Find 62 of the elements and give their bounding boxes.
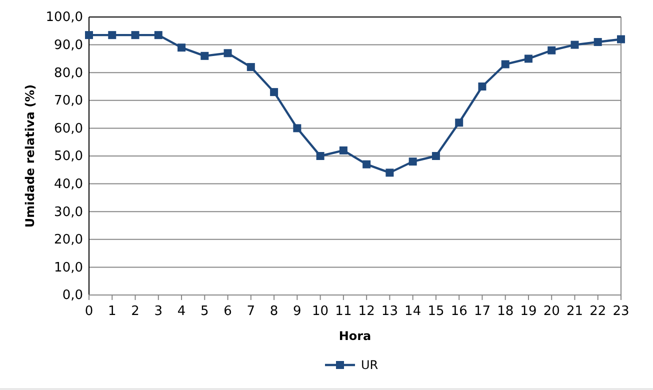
legend-label: UR (361, 358, 378, 372)
point (524, 54, 532, 63)
x-tick-label: 3 (154, 304, 163, 320)
point (293, 124, 302, 132)
y-tick-label: 0,0 (62, 288, 83, 304)
x-tick-label: 22 (590, 304, 606, 320)
y-tick-label: 40,0 (54, 176, 83, 192)
point (154, 31, 162, 40)
y-tick-label: 60,0 (54, 121, 83, 136)
y-tick-label: 50,0 (54, 149, 83, 164)
point (246, 63, 255, 72)
y-tick-label: 30,0 (54, 204, 83, 220)
x-tick-label: 23 (612, 304, 630, 320)
point (594, 38, 602, 46)
x-tick-label: 15 (428, 304, 444, 320)
x-tick-label: 1 (108, 304, 116, 320)
y-tick-label: 20,0 (54, 232, 83, 248)
x-tick-label: 9 (293, 304, 302, 320)
point (408, 158, 417, 166)
x-tick-label: 4 (177, 304, 186, 320)
point (178, 44, 186, 52)
y-tick-label: 70,0 (54, 94, 83, 109)
x-tick-label: 20 (543, 304, 560, 320)
point (478, 82, 486, 90)
point (339, 146, 348, 154)
point (224, 49, 232, 58)
x-tick-label: 14 (404, 304, 422, 320)
x-tick-label: 2 (131, 304, 140, 320)
x-tick-label: 21 (566, 304, 584, 320)
point (270, 88, 278, 96)
point (85, 31, 93, 40)
point (617, 35, 625, 44)
x-tick-label: 0 (84, 304, 94, 320)
point (455, 118, 464, 127)
point (570, 40, 579, 49)
x-tick-label: 18 (497, 304, 514, 320)
point (200, 52, 209, 60)
x-tick-label: 13 (381, 304, 398, 320)
y-tick-label: 90,0 (54, 38, 83, 53)
x-tick-label: 19 (520, 304, 537, 320)
point (316, 152, 324, 160)
x-tick-label: 12 (358, 304, 375, 320)
y-tick-label: 100,0 (46, 10, 83, 26)
point (386, 168, 394, 177)
x-tick-label: 17 (474, 304, 490, 320)
y-axis-title: Umidade relativa (%) (23, 84, 37, 228)
x-tick-label: 16 (450, 304, 468, 320)
x-tick-label: 7 (246, 304, 256, 320)
point (131, 31, 140, 40)
y-tick-label: 80,0 (54, 66, 83, 81)
point (548, 46, 556, 54)
x-tick-label: 5 (200, 304, 209, 320)
x-axis-title: Hora (338, 329, 372, 343)
y-tick-label: 10,0 (54, 260, 83, 276)
point (108, 31, 116, 40)
point (432, 152, 440, 160)
x-tick-label: 11 (335, 304, 352, 320)
x-tick-label: 8 (270, 304, 278, 320)
point (501, 60, 510, 68)
point (362, 160, 371, 168)
x-tick-label: 6 (224, 304, 232, 320)
x-tick-label: 10 (312, 304, 329, 320)
